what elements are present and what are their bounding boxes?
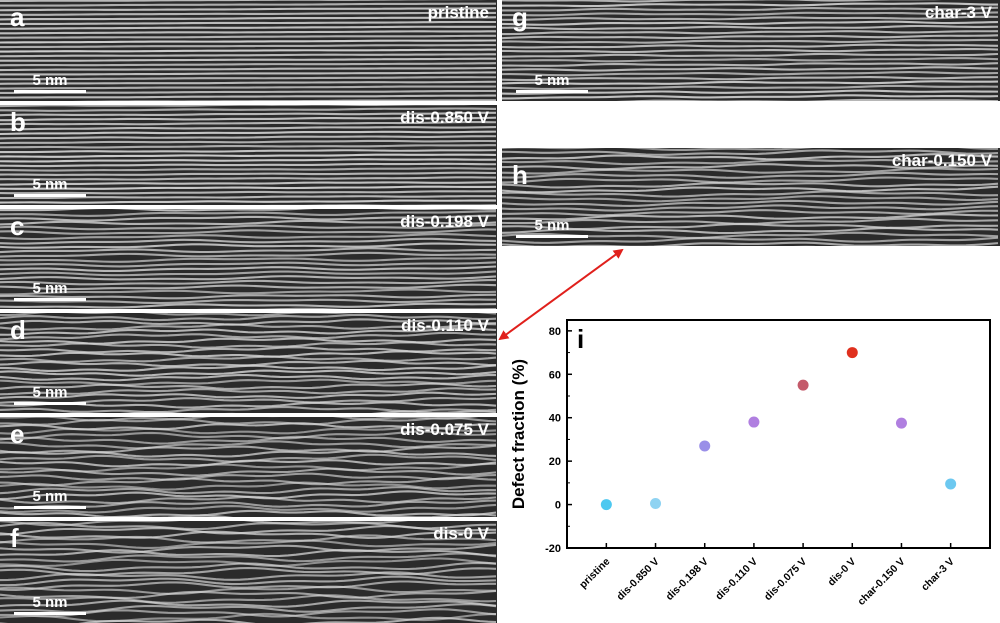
panel-label: f (10, 523, 19, 553)
scale-bar: 5 nm (14, 281, 86, 301)
y-tick-label: 80 (549, 326, 561, 338)
scale-bar-label: 5 nm (32, 488, 68, 505)
panel-label: d (10, 315, 26, 345)
lattice-fringe-image (502, 0, 1000, 101)
data-point (797, 379, 809, 391)
x-tick-label: dis-0.198 V (664, 556, 711, 603)
x-tick-label: dis-0.110 V (713, 556, 760, 603)
tem-panel-c: c dis-0.198 V 5 nm (0, 209, 497, 309)
scale-bar-label: 5 nm (534, 72, 570, 89)
data-point (895, 417, 907, 429)
panel-label: c (10, 211, 25, 241)
panel-label: e (10, 419, 25, 449)
scale-bar-line (14, 194, 86, 197)
condition-label: dis-0.110 V (401, 316, 489, 335)
scale-bar-label: 5 nm (32, 594, 68, 611)
data-point (650, 497, 662, 509)
panel-label: g (512, 2, 528, 32)
lattice-fringe-image (0, 417, 497, 517)
scale-bar-line (14, 298, 86, 301)
condition-label: dis-0.850 V (400, 108, 489, 127)
scale-bar-label: 5 nm (32, 176, 68, 193)
scale-bar-label: 5 nm (32, 384, 68, 401)
data-point (600, 499, 612, 511)
panel-label-i: i (577, 324, 584, 354)
tem-panel-d: d dis-0.110 V 5 nm (0, 313, 497, 413)
panel-label: h (512, 160, 528, 190)
y-tick-label: 60 (549, 369, 561, 381)
scale-bar: 5 nm (14, 489, 86, 509)
tem-panel-f: f dis-0 V 5 nm (0, 521, 497, 623)
scale-bar: 5 nm (14, 177, 86, 197)
scale-bar-line (516, 90, 588, 93)
condition-label: char-0.150 V (891, 151, 992, 170)
x-tick-label: char-3 V (919, 556, 957, 594)
lattice-fringe-image (0, 521, 497, 623)
data-point (748, 416, 760, 428)
scale-bar-line (14, 612, 86, 615)
lattice-fringe-image (502, 148, 1000, 246)
scale-bar: 5 nm (516, 218, 588, 238)
condition-label: pristine (427, 3, 489, 22)
scale-bar-label: 5 nm (534, 217, 570, 234)
condition-label: dis-0 V (433, 524, 489, 543)
tem-panel-e: e dis-0.075 V 5 nm (0, 417, 497, 517)
lattice-fringe-image (0, 0, 497, 101)
scale-bar-label: 5 nm (32, 72, 68, 89)
y-axis-label: Defect fraction (%) (509, 359, 528, 509)
panel-label: b (10, 107, 26, 137)
lattice-fringe-image (0, 105, 497, 205)
tem-panel-a: a pristine 5 nm (0, 0, 497, 101)
y-tick-label: -20 (545, 543, 561, 555)
x-tick-label: char-0.150 V (855, 556, 907, 608)
y-tick-label: 0 (555, 500, 561, 512)
condition-label: dis-0.075 V (400, 420, 489, 439)
condition-label: char-3 V (924, 3, 992, 22)
scale-bar-line (14, 90, 86, 93)
data-point (846, 347, 858, 359)
tem-panel-g: g char-3 V 5 nm (502, 0, 1000, 101)
scale-bar-line (516, 235, 588, 238)
plot-frame (566, 319, 991, 549)
scale-bar-label: 5 nm (32, 280, 68, 297)
scale-bar: 5 nm (14, 385, 86, 405)
scale-bar: 5 nm (14, 595, 86, 615)
data-point (699, 440, 711, 452)
data-point (945, 478, 957, 490)
x-tick-label: dis-0.850 V (614, 556, 661, 603)
defect-fraction-chart: -20 0 20 40 60 80 Defect fraction (%) i pristine… (509, 319, 991, 608)
scale-bar-line (14, 402, 86, 405)
tem-panel-h: h char-0.150 V 5 nm (502, 148, 1000, 246)
panel-label: a (10, 2, 25, 32)
lattice-fringe-image (0, 209, 497, 309)
tem-panel-b: b dis-0.850 V 5 nm (0, 105, 497, 205)
y-tick-label: 20 (549, 456, 561, 468)
x-tick-label: pristine (577, 556, 612, 591)
scale-bar-line (14, 506, 86, 509)
x-tick-label: dis-0.075 V (762, 556, 809, 603)
x-tick-label: dis-0 V (826, 556, 859, 589)
y-tick-label: 40 (549, 413, 561, 425)
condition-label: dis-0.198 V (400, 212, 489, 231)
scale-bar: 5 nm (516, 73, 588, 93)
scale-bar: 5 nm (14, 73, 86, 93)
